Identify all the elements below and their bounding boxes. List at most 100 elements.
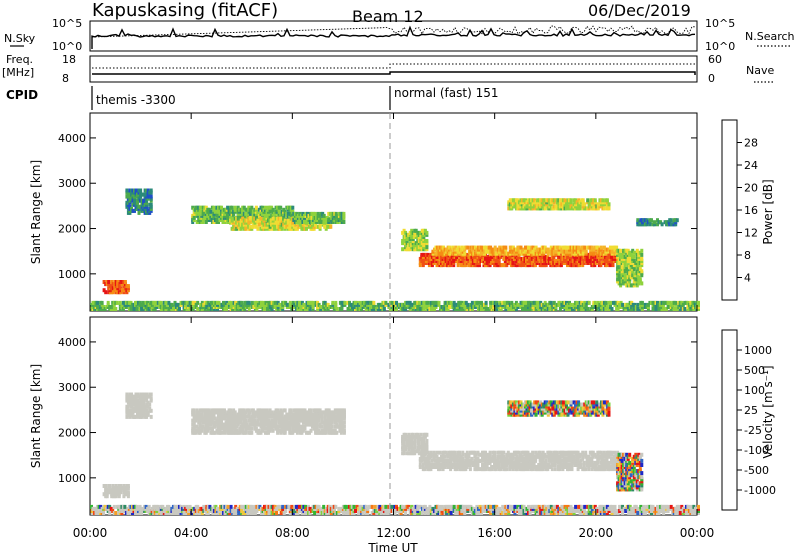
echo-cell — [401, 230, 405, 235]
echo-cell — [527, 300, 530, 305]
echo-cell — [440, 456, 443, 461]
echo-cell — [657, 220, 661, 225]
echo-cell — [465, 450, 469, 455]
echo-cell — [610, 307, 614, 311]
echo-cell — [291, 220, 295, 225]
echo-cell — [137, 410, 141, 415]
echo-cell — [215, 418, 219, 423]
echo-cell — [422, 307, 426, 311]
echo-cell — [637, 252, 641, 257]
echo-cell — [587, 245, 591, 250]
echo-cell — [110, 280, 114, 284]
echo-cell — [241, 216, 245, 221]
echo-cell — [215, 408, 219, 413]
echo-cell — [250, 408, 254, 413]
echo-cell — [631, 248, 635, 253]
echo-cell — [414, 228, 418, 233]
echo-cell — [327, 414, 331, 419]
echo-cell — [554, 305, 558, 309]
echo-cell — [305, 226, 308, 231]
echo-cell — [611, 263, 615, 268]
echo-cell — [405, 235, 409, 239]
echo-cell — [335, 430, 339, 435]
echo-cell — [107, 280, 111, 284]
echo-cell — [492, 305, 496, 309]
echo-cell — [501, 249, 505, 254]
echo-cell — [215, 213, 219, 218]
echo-cell — [555, 263, 559, 268]
echo-cell — [276, 305, 280, 309]
echo-cell — [131, 410, 135, 415]
echo-cell — [449, 450, 453, 455]
echo-cell — [317, 418, 321, 423]
echo-cell — [609, 300, 612, 305]
echo-cell — [283, 408, 287, 413]
nave-label: Nave — [746, 64, 774, 77]
echo-cell — [583, 245, 587, 250]
echo-cell — [267, 218, 270, 223]
echo-cell — [500, 263, 504, 268]
echo-cell — [586, 307, 590, 311]
echo-cell — [358, 300, 362, 305]
echo-cell — [254, 426, 258, 431]
echo-cell — [488, 450, 492, 455]
echo-cell — [527, 249, 530, 254]
echo-cell — [283, 218, 287, 223]
echo-cell — [130, 392, 133, 397]
echo-cell — [149, 414, 153, 419]
echo-cell — [435, 450, 439, 455]
echo-cell — [473, 450, 477, 455]
echo-cell — [309, 408, 313, 413]
echo-cell — [124, 305, 128, 309]
echo-cell — [440, 454, 443, 459]
echo-cell — [465, 463, 469, 467]
echo-cell — [197, 418, 201, 423]
echo-cell — [292, 428, 296, 433]
echo-cell — [623, 269, 627, 274]
echo-cell — [318, 430, 322, 435]
echo-cell — [607, 204, 611, 209]
echo-cell — [625, 267, 629, 272]
echo-cell — [458, 452, 462, 457]
nave-tick-high: 60 — [708, 53, 722, 66]
echo-cell — [248, 211, 252, 216]
echo-cell — [660, 222, 664, 227]
echo-cell — [483, 305, 486, 309]
echo-cell — [500, 452, 504, 457]
echo-cell — [288, 424, 292, 429]
echo-cell — [214, 300, 218, 305]
echo-cell — [283, 424, 287, 429]
echo-cell — [481, 463, 484, 467]
echo-cell — [119, 484, 123, 488]
echo-cell — [114, 307, 118, 311]
echo-cell — [531, 202, 535, 207]
echo-cell — [425, 443, 429, 447]
echo-cell — [475, 247, 479, 252]
echo-cell — [379, 305, 383, 309]
echo-cell — [292, 218, 296, 222]
echo-cell — [388, 300, 392, 305]
nsky-label: N.Sky — [4, 32, 36, 45]
echo-cell — [648, 218, 652, 223]
echo-cell — [213, 416, 217, 421]
echo-cell — [500, 450, 504, 455]
y-tick-label: 3000 — [58, 177, 86, 190]
echo-cell — [149, 194, 153, 199]
echo-cell — [283, 428, 287, 433]
echo-cell — [342, 412, 346, 417]
echo-cell — [142, 400, 146, 405]
echo-cell — [510, 300, 514, 305]
echo-cell — [241, 408, 245, 413]
echo-cell — [206, 428, 210, 433]
echo-cell — [666, 220, 670, 225]
echo-cell — [293, 305, 297, 309]
echo-cell — [301, 418, 305, 423]
echo-cell — [318, 222, 322, 227]
echo-cell — [457, 245, 461, 250]
echo-cell — [421, 263, 425, 268]
echo-cell — [125, 190, 129, 195]
echo-cell — [212, 215, 216, 220]
echo-cell — [327, 424, 331, 429]
echo-cell — [452, 263, 456, 268]
